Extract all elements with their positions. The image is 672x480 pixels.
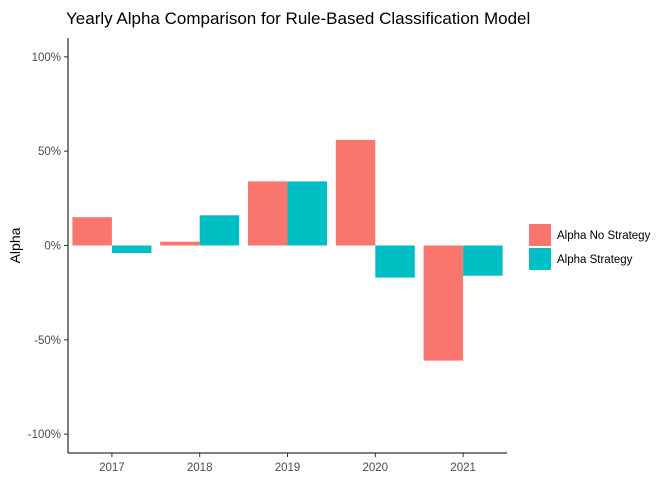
y-tick-label: -100%: [28, 429, 61, 441]
bar-alpha-no-strategy-2021: [423, 245, 464, 361]
legend: Alpha No Strategy Alpha Strategy: [529, 224, 651, 270]
y-tick-label: 100%: [32, 52, 61, 64]
bar-alpha-no-strategy-2017: [72, 217, 112, 246]
bar-alpha-strategy-2018: [199, 215, 240, 246]
bar-alpha-no-strategy-2020: [335, 139, 376, 246]
legend-key: [529, 224, 551, 246]
y-tick-label: -50%: [34, 335, 61, 347]
y-tick-label: 50%: [38, 146, 61, 158]
x-tick-label: 2021: [450, 462, 476, 474]
x-tick-label: 2017: [99, 462, 125, 474]
bar-alpha-strategy-2019: [287, 181, 327, 246]
x-tick-label: 2019: [275, 462, 301, 474]
y-tick-label: 0%: [44, 241, 61, 253]
legend-label: Alpha Strategy: [557, 254, 633, 266]
bar-alpha-no-strategy-2018: [160, 241, 200, 246]
chart-title: Yearly Alpha Comparison for Rule-Based C…: [66, 9, 530, 28]
bar-alpha-strategy-2021: [463, 245, 503, 276]
x-tick-label: 2018: [187, 462, 213, 474]
x-tick-label: 2020: [363, 462, 389, 474]
bar-alpha-strategy-2017: [111, 245, 152, 253]
bar-alpha-strategy-2020: [375, 245, 415, 278]
plot-area: -100% -50% 0% 50% 100% 2017 2018 2019 2020 2021: [28, 38, 507, 474]
legend-key: [529, 248, 551, 270]
legend-label: Alpha No Strategy: [557, 230, 651, 242]
y-axis-title: Alpha: [7, 227, 23, 263]
bar-alpha-no-strategy-2019: [248, 181, 288, 246]
